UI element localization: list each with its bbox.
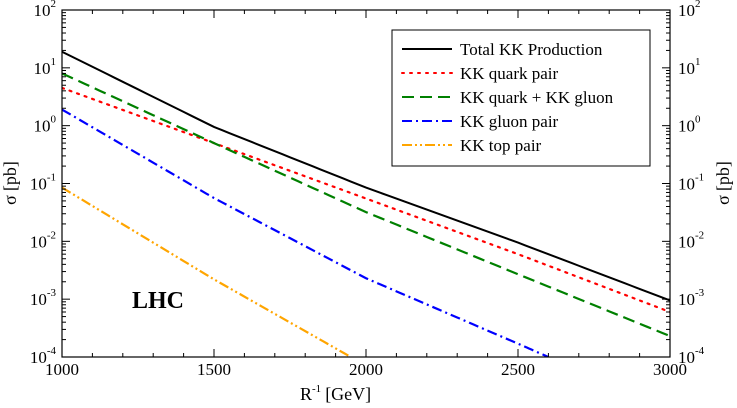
y-tick-exp-left: 1 <box>51 56 57 68</box>
y-tick-exp-right: -1 <box>695 172 704 184</box>
y-tick-exp-left: 2 <box>51 0 57 10</box>
legend-label-4: KK top pair <box>460 136 542 155</box>
legend: Total KK Production KK quark pair KK quark… <box>391 29 651 167</box>
series-layer <box>62 50 670 357</box>
y-tick-exp-right: 0 <box>695 114 701 126</box>
y-tick-label-left: 10-1 <box>30 172 56 194</box>
x-tick-label: 2000 <box>349 360 383 379</box>
y-tick-label-right: 101 <box>678 56 701 78</box>
y-tick-base-right: 10 <box>678 1 695 20</box>
x-axis-title: R-1 [GeV] <box>300 383 371 404</box>
y-tick-base-left: 10 <box>30 175 47 194</box>
y-tick-base-left: 10 <box>30 232 47 251</box>
y-tick-base-left: 10 <box>34 59 51 78</box>
y-tick-exp-left: 0 <box>51 114 57 126</box>
y-tick-exp-right: -3 <box>695 287 705 299</box>
y-tick-label-left: 10-3 <box>30 287 57 309</box>
y-tick-exp-right: 2 <box>695 0 701 10</box>
plot-frame <box>61 9 671 358</box>
y-tick-label-left: 10-2 <box>30 229 56 251</box>
y-tick-exp-left: -2 <box>47 229 56 241</box>
y-tick-exp-right: -4 <box>695 345 705 357</box>
series-line-0 <box>62 50 670 302</box>
y-tick-exp-left: -4 <box>47 345 57 357</box>
x-tick-label: 2500 <box>501 360 535 379</box>
y-tick-exp-right: -2 <box>695 229 704 241</box>
legend-label-1: KK quark pair <box>460 64 559 83</box>
y-tick-base-right: 10 <box>678 232 695 251</box>
y-tick-exp-left: -1 <box>47 172 56 184</box>
lhc-annotation: LHC <box>132 288 184 314</box>
y-tick-label-right: 10-2 <box>678 229 704 251</box>
series-line-4 <box>62 186 352 357</box>
y-tick-label-left: 102 <box>34 0 57 20</box>
y-tick-exp-right: 1 <box>695 56 701 68</box>
x-tick-label: 3000 <box>653 360 687 379</box>
y-tick-base-right: 10 <box>678 290 695 309</box>
y-tick-label-right: 10-3 <box>678 287 705 309</box>
y-tick-base-right: 10 <box>678 117 695 136</box>
y-axis-title-right-unit: [pb] <box>713 161 733 191</box>
y-axis-title-left-unit: [pb] <box>0 161 20 191</box>
y-tick-label-right: 100 <box>678 114 701 136</box>
y-tick-base-left: 10 <box>30 348 47 367</box>
legend-label-0: Total KK Production <box>460 40 603 59</box>
x-tick-label: 1500 <box>197 360 231 379</box>
legend-items: Total KK Production KK quark pair KK quark… <box>401 40 614 155</box>
y-tick-label-right: 102 <box>678 0 701 20</box>
y-tick-base-right: 10 <box>678 175 695 194</box>
series-line-2 <box>62 72 670 338</box>
series-line-3 <box>62 108 549 357</box>
y-axis-title-right: σ [pb] <box>713 161 733 205</box>
y-tick-base-right: 10 <box>678 348 695 367</box>
x-axis-title-base: R <box>300 384 312 404</box>
y-tick-label-left: 101 <box>34 56 57 78</box>
y-tick-label-right: 10-4 <box>678 345 705 367</box>
y-axis-title-left: σ [pb] <box>0 161 20 205</box>
x-axis-title-superscript: -1 <box>312 383 321 395</box>
legend-box <box>391 29 651 167</box>
x-axis-title-unit: [GeV] <box>325 384 371 404</box>
y-tick-label-left: 10-4 <box>30 345 57 367</box>
y-tick-label-left: 100 <box>34 114 57 136</box>
y-tick-exp-left: -3 <box>47 287 57 299</box>
y-tick-label-right: 10-1 <box>678 172 704 194</box>
y-axis-title-left-symbol: σ <box>0 195 20 205</box>
legend-label-2: KK quark + KK gluon <box>460 88 614 107</box>
y-tick-base-right: 10 <box>678 59 695 78</box>
y-tick-base-left: 10 <box>34 1 51 20</box>
y-tick-base-left: 10 <box>30 290 47 309</box>
y-tick-base-left: 10 <box>34 117 51 136</box>
legend-label-3: KK gluon pair <box>460 112 559 131</box>
x-tick-label: 1000 <box>45 360 79 379</box>
y-axis-title-right-symbol: σ <box>713 195 733 205</box>
